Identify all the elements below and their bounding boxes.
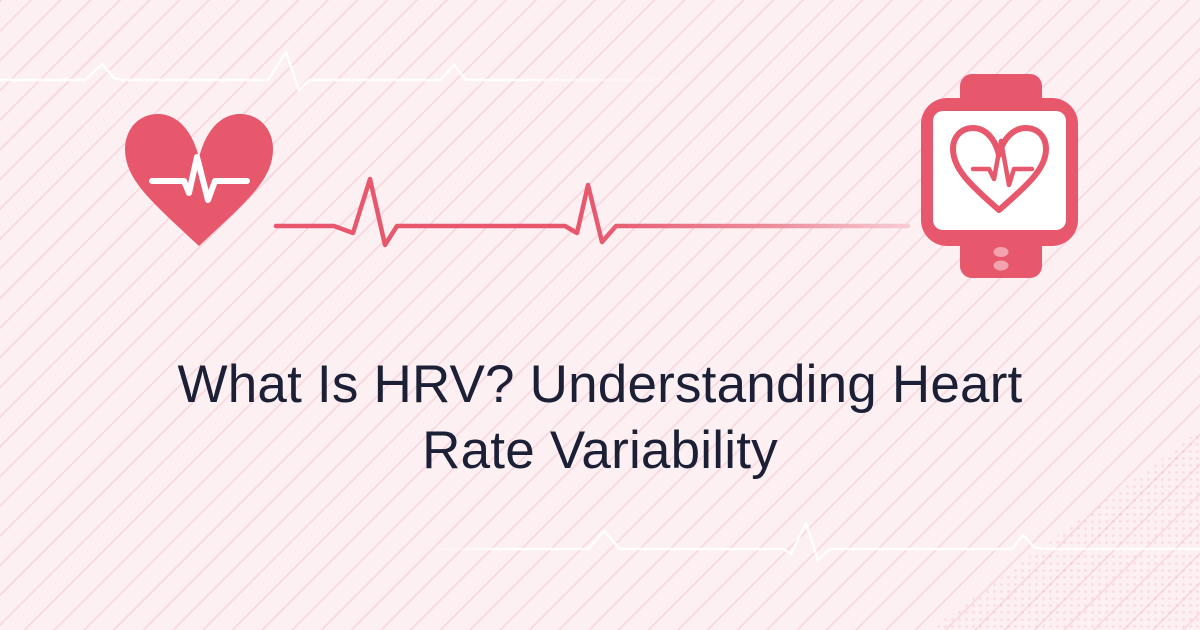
page-title: What Is HRV? Understanding Heart Rate Va… xyxy=(0,352,1200,484)
page-title-line-2: Rate Variability xyxy=(422,421,778,480)
smartwatch-heart-rate-icon xyxy=(921,74,1078,278)
watch-screen xyxy=(933,111,1066,230)
heart-pulse-line xyxy=(149,154,250,203)
heart-pulse-icon xyxy=(125,114,273,246)
watch-heart-outline-icon xyxy=(950,125,1049,213)
background-ekg-line-bottom xyxy=(428,521,1200,562)
ekg-heartbeat-line xyxy=(273,176,911,248)
heart-shape xyxy=(125,114,273,246)
background-ekg-line-top xyxy=(0,50,690,92)
watch-button-dot xyxy=(993,260,1009,271)
watch-heart-pulse-line xyxy=(970,138,1035,188)
page-title-line-1: What Is HRV? Understanding Heart xyxy=(177,355,1023,414)
watch-button-dot xyxy=(993,247,1009,257)
